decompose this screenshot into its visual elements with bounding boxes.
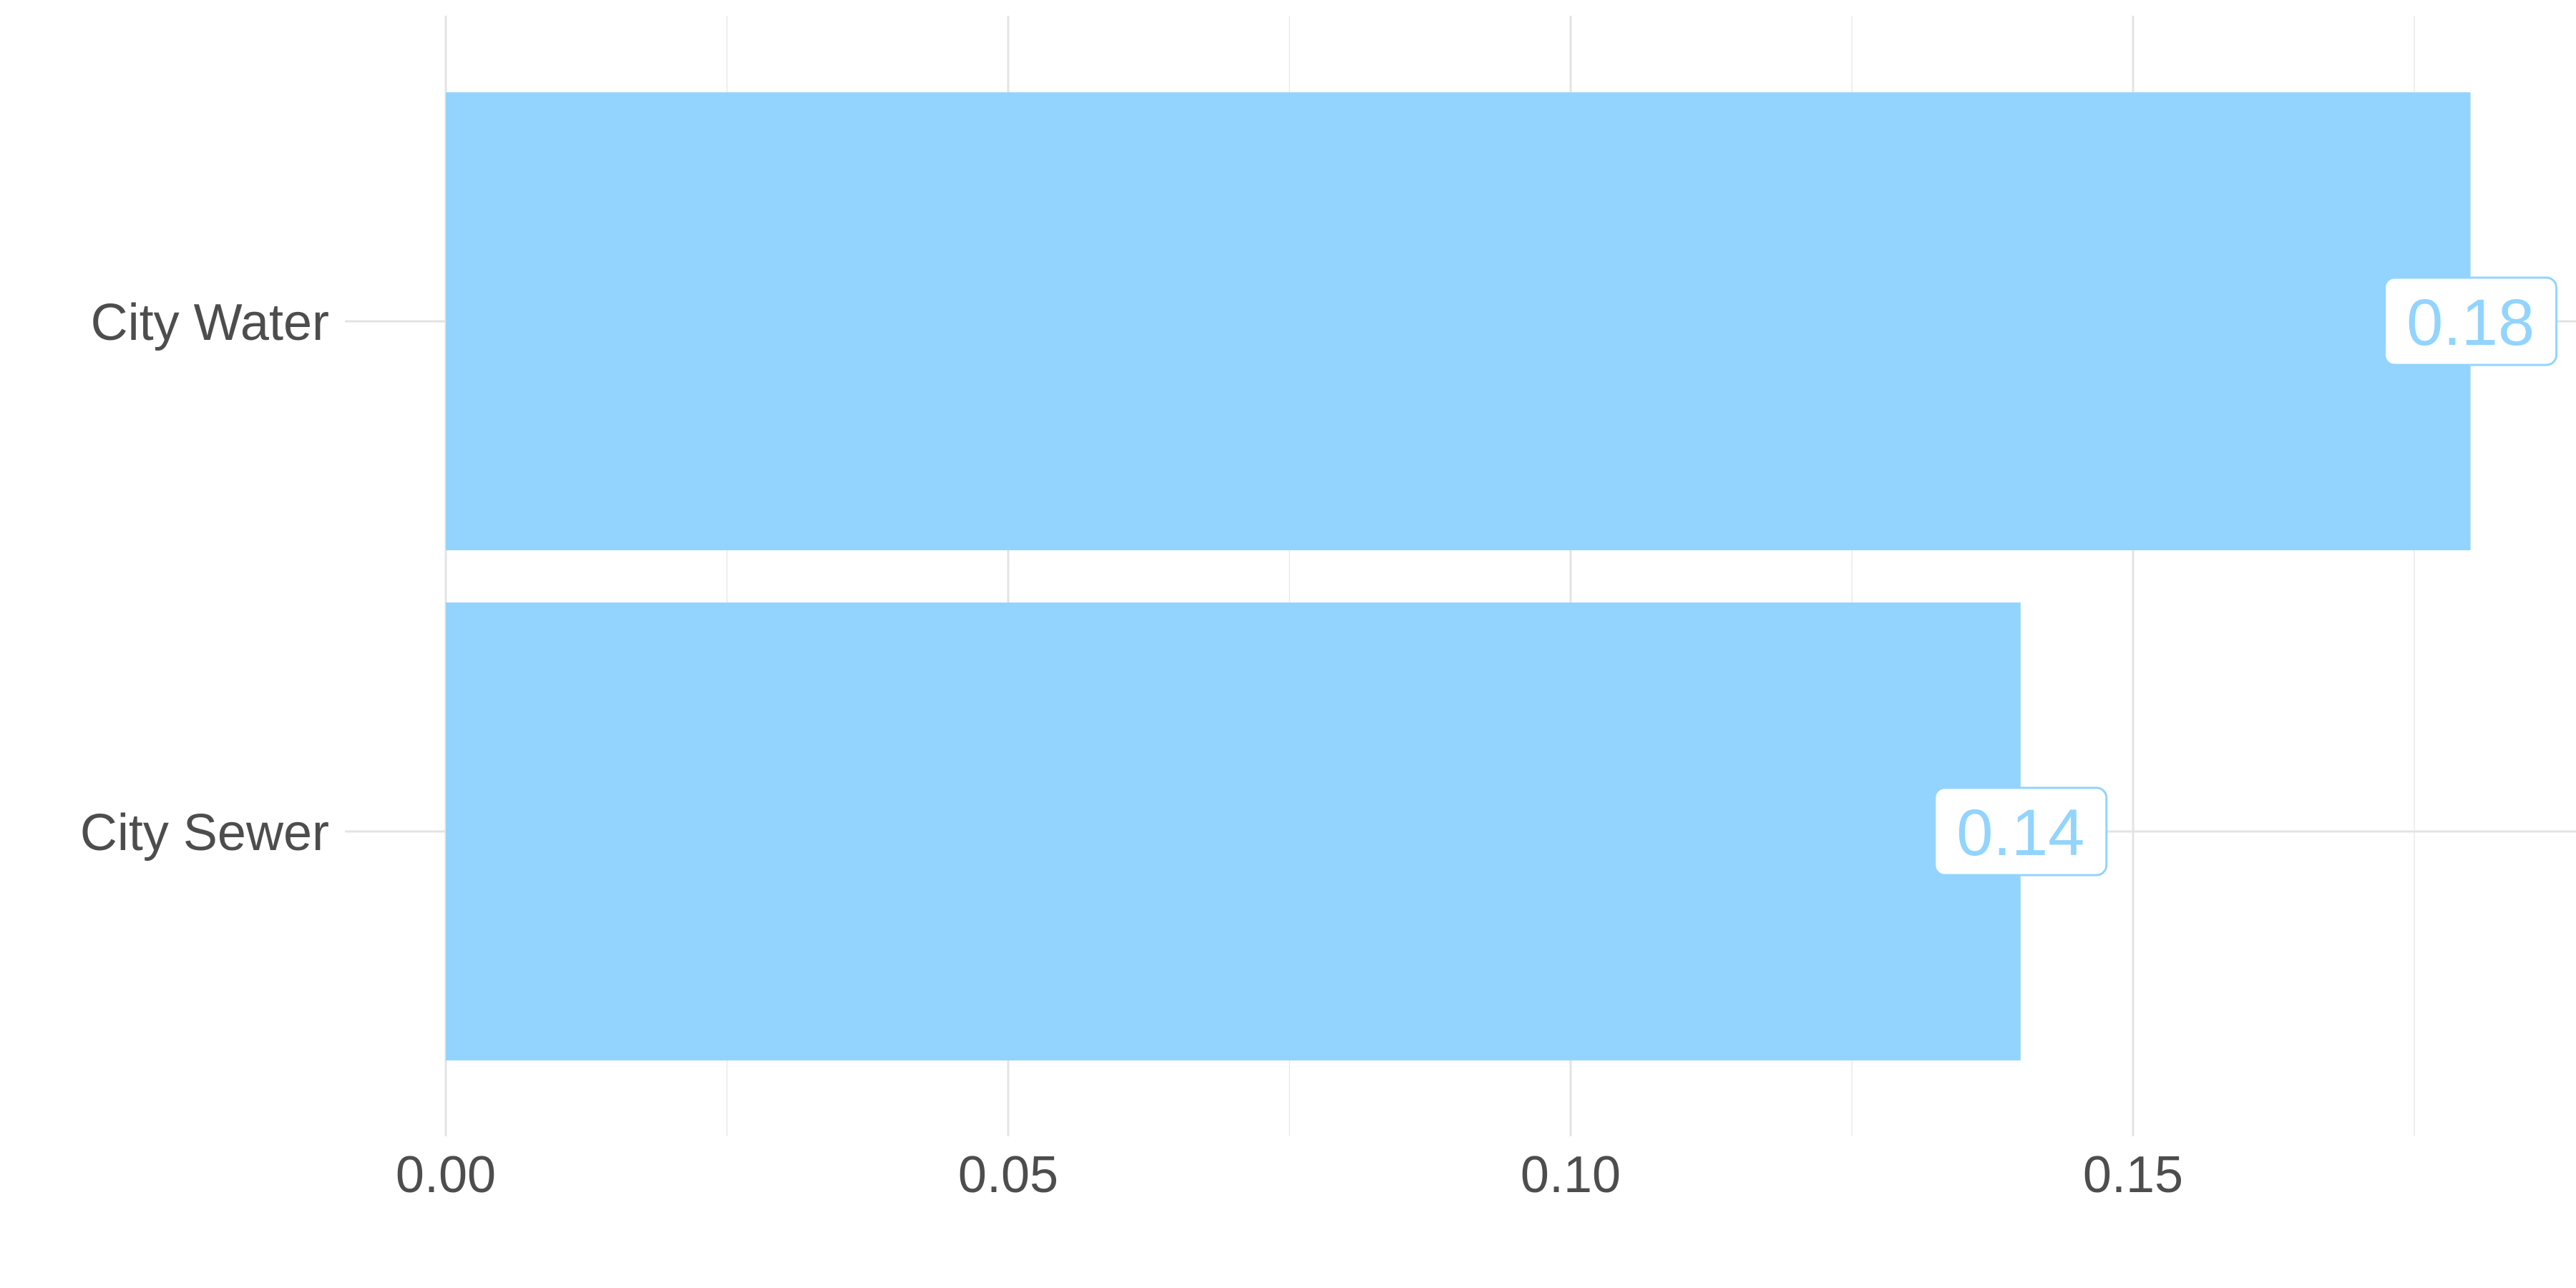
bars [446, 92, 2471, 1060]
x-tick-label: 0.15 [2083, 1146, 2183, 1204]
value-label: 0.14 [1956, 796, 2084, 869]
x-tick-label: 0.10 [1521, 1146, 1621, 1204]
value-label-box [2384, 276, 2558, 366]
x-tick-label: 0.05 [958, 1146, 1058, 1204]
value-labels: 0.18 0.14 [1933, 276, 2558, 877]
value-label-box [1933, 786, 2108, 877]
y-axis-tick-labels: City Water City Sewer [80, 294, 329, 862]
value-label: 0.18 [2406, 286, 2534, 359]
bar-city-water [446, 92, 2471, 550]
y-tick-label: City Water [91, 294, 329, 351]
x-axis-tick-labels: 0.00 0.05 0.10 0.15 [396, 1146, 2183, 1204]
x-tick-label: 0.00 [396, 1146, 496, 1204]
bar-city-sewer [446, 602, 2021, 1060]
y-tick-label: City Sewer [80, 804, 329, 862]
